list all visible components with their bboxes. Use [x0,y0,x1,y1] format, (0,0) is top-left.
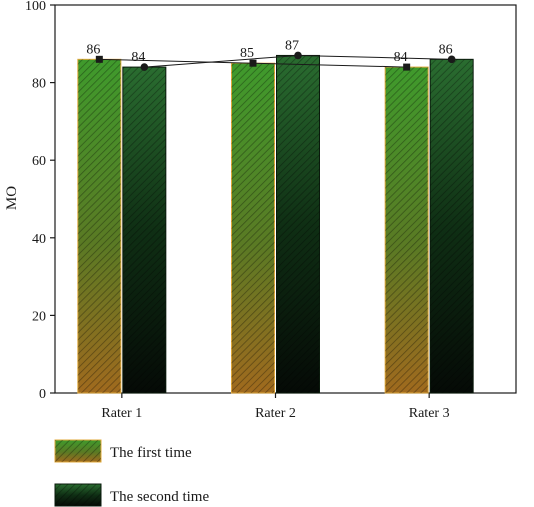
x-tick-label: Rater 2 [255,406,296,421]
data-label: 85 [240,46,254,61]
bar-hatch [385,67,429,393]
data-label: 84 [131,50,145,65]
data-label: 86 [439,42,453,57]
square-marker [403,63,411,71]
bar-hatch [122,67,166,393]
data-label: 84 [394,50,408,65]
bar-hatch [77,59,121,393]
x-tick-label: Rater 3 [409,406,450,421]
circle-marker [447,55,456,64]
y-tick-label: 100 [25,0,46,14]
data-label: 86 [86,42,100,57]
bar-hatch [276,55,320,393]
y-axis-label: MO [4,186,20,210]
data-label: 87 [285,38,299,53]
circle-marker [140,63,149,71]
y-tick-label: 60 [32,154,46,169]
legend: The first time The second time [54,439,209,507]
bar-hatch [430,59,474,393]
legend-label: The second time [110,489,209,505]
series-lines [95,51,456,71]
y-tick-label: 20 [32,309,46,324]
y-tick-label: 0 [39,387,46,402]
x-tick-label: Rater 1 [101,406,142,421]
bar-hatch [231,63,275,393]
legend-swatch-hatch [55,484,101,506]
legend-swatch-hatch [55,440,101,462]
square-marker [249,59,257,67]
legend-label: The first time [110,445,192,461]
y-tick-label: 80 [32,77,46,92]
circle-marker [294,51,302,60]
y-tick-label: 40 [32,232,46,247]
data-labels: 86 85 84 84 87 86 [86,38,452,65]
bars [77,54,474,394]
square-marker [95,55,103,63]
